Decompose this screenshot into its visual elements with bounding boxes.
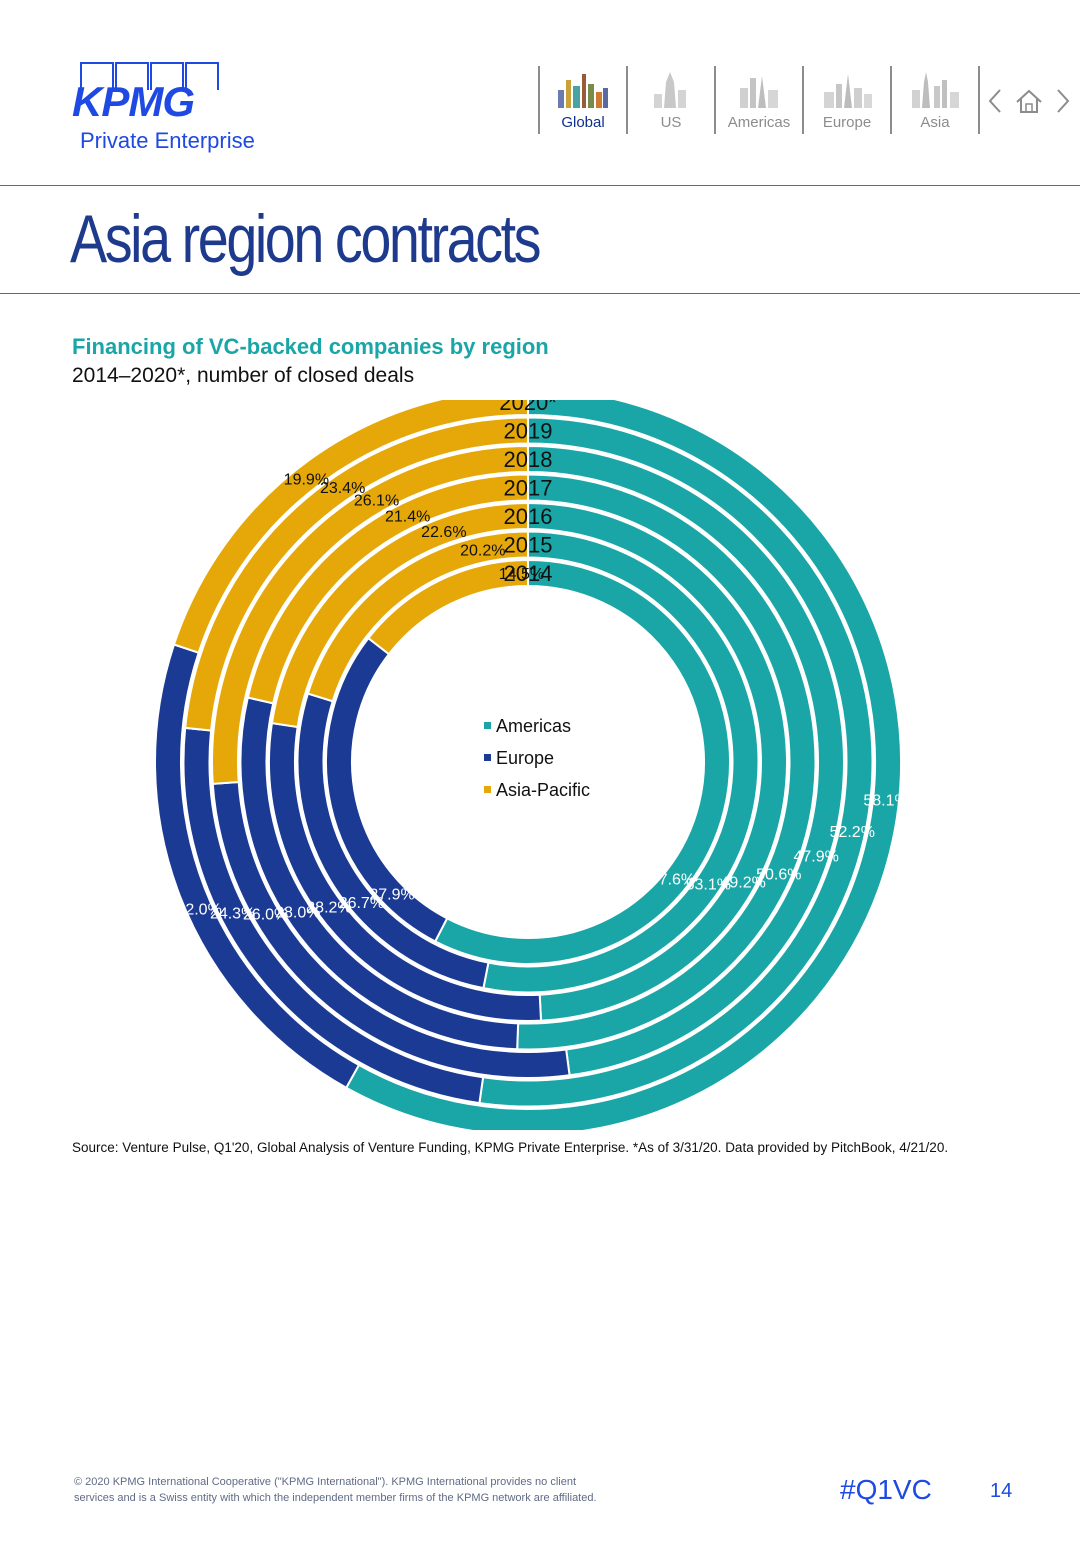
chart-subtitle: 2014–2020*, number of closed deals	[72, 364, 415, 387]
data-label-americas: 53.1%	[686, 877, 731, 894]
nav-item-americas[interactable]: Americas	[714, 66, 802, 134]
data-label-asia-pacific: 23.4%	[320, 480, 365, 497]
data-label-asia-pacific: 21.4%	[385, 508, 430, 525]
ring-segment-asia-pacific-2020	[172, 400, 529, 654]
ring-year-label: 2015	[504, 533, 553, 558]
title-divider	[0, 293, 1080, 294]
chevron-left-icon[interactable]	[986, 84, 1006, 118]
ring-segment-asia-pacific-2017	[246, 473, 529, 705]
legend-label-europe: Europe	[496, 748, 554, 768]
kpmg-logo-boxes	[80, 62, 220, 95]
ring-year-label: 2020*	[499, 400, 557, 415]
europe-skyline-icon	[824, 74, 872, 108]
data-label-americas: 49.2%	[720, 874, 765, 891]
americas-skyline-icon	[740, 76, 778, 108]
header-divider	[0, 185, 1080, 186]
page-number: 14	[990, 1480, 1013, 1502]
private-enterprise-label: Private Enterprise	[80, 128, 255, 153]
data-label-americas: 50.6%	[756, 867, 801, 884]
nav-label-asia: Asia	[920, 114, 950, 131]
data-label-europe: 28.2%	[306, 900, 351, 917]
kpmg-logo: KPMG Private Enterprise	[70, 58, 270, 158]
legend-swatch-europe	[484, 754, 491, 761]
region-nav: Global US Americas Europe Asia	[538, 66, 980, 134]
data-label-asia-pacific: 20.2%	[460, 542, 505, 559]
kpmg-wordmark: KPMG	[72, 78, 195, 125]
legend-label-asia-pacific: Asia-Pacific	[496, 780, 590, 800]
us-skyline-icon	[654, 72, 686, 108]
data-label-europe: 26.0%	[243, 907, 288, 924]
nav-item-us[interactable]: US	[626, 66, 714, 134]
nav-label-global: Global	[561, 114, 605, 131]
data-label-asia-pacific: 19.9%	[284, 471, 329, 488]
data-label-asia-pacific: 14.5%	[499, 566, 544, 583]
ring-segment-asia-pacific-2018	[211, 444, 529, 785]
legend-label-americas: Americas	[496, 716, 571, 736]
data-label-americas: 7.6%	[659, 871, 695, 888]
source-note: Source: Venture Pulse, Q1'20, Global Ana…	[72, 1140, 949, 1155]
ring-segment-asia-pacific-2016	[270, 501, 529, 729]
nav-item-global[interactable]: Global	[538, 66, 626, 134]
data-label-europe: 27.9%	[369, 886, 414, 903]
global-skyline-icon	[558, 74, 608, 108]
home-icon[interactable]	[1014, 84, 1044, 118]
data-label-europe: 22.0%	[176, 901, 221, 918]
copyright-line-2: services and is a Swiss entity with whic…	[74, 1492, 597, 1504]
data-label-americas: 58.1%	[863, 793, 908, 810]
chart-title: Financing of VC-backed companies by regi…	[72, 334, 549, 359]
data-label-europe: 24.3%	[210, 905, 255, 922]
ring-segment-asia-pacific-2015	[306, 530, 529, 703]
asia-skyline-icon	[912, 72, 959, 108]
copyright-line-1: © 2020 KPMG International Cooperative ("…	[74, 1476, 576, 1488]
ring-segment-asia-pacific-2014	[366, 558, 529, 656]
data-label-americas: 47.9%	[793, 849, 838, 866]
data-label-europe: 26.7%	[339, 895, 384, 912]
data-label-asia-pacific: 22.6%	[421, 524, 466, 541]
nav-label-americas: Americas	[727, 114, 791, 131]
ring-year-label: 2016	[504, 504, 553, 529]
ring-year-label: 2014	[504, 561, 553, 586]
ring-year-label: 2019	[504, 419, 553, 444]
nav-controls	[986, 84, 1072, 118]
data-label-americas: 52.2%	[830, 824, 875, 841]
ring-segment-asia-pacific-2019	[184, 416, 529, 732]
legend-swatch-asia-pacific	[484, 786, 491, 793]
nav-item-asia[interactable]: Asia	[890, 66, 980, 134]
ring-year-label: 2018	[504, 447, 553, 472]
nav-item-europe[interactable]: Europe	[802, 66, 890, 134]
data-label-europe: 28.0%	[275, 905, 320, 922]
hashtag: #Q1VC	[840, 1474, 932, 1505]
chevron-right-icon[interactable]	[1052, 84, 1072, 118]
nav-label-europe: Europe	[822, 114, 872, 131]
nav-label-us: US	[660, 114, 682, 131]
page-title: Asia region contracts	[70, 201, 541, 277]
copyright-notice: © 2020 KPMG International Cooperative ("…	[74, 1474, 674, 1506]
legend-swatch-americas	[484, 722, 491, 729]
data-label-asia-pacific: 26.1%	[354, 493, 399, 510]
ring-year-label: 2017	[504, 476, 553, 501]
